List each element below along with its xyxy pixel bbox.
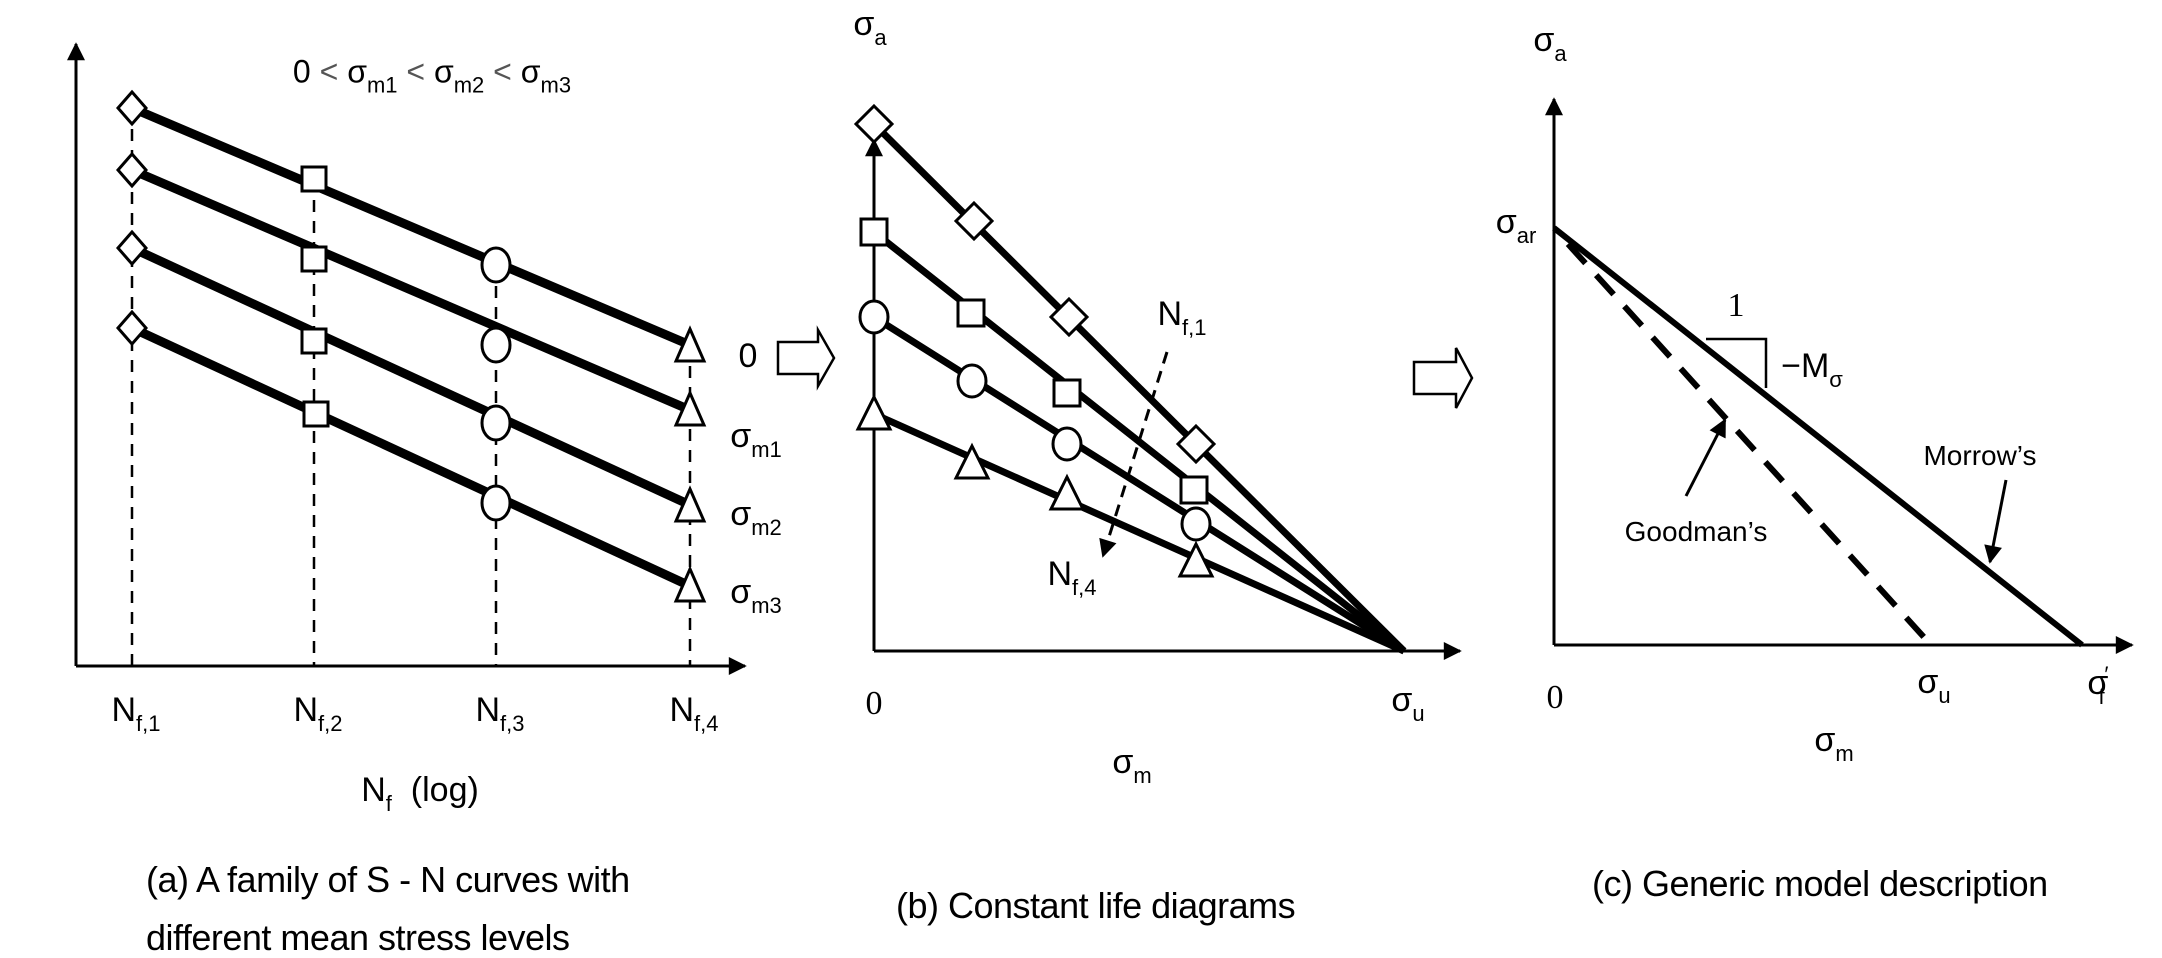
square-marker <box>859 217 889 247</box>
panel-c-origin: 0 <box>1546 679 1564 716</box>
triangle-marker <box>855 393 893 431</box>
diamond-marker <box>853 103 895 145</box>
panel-c-generic-model <box>1545 97 2134 654</box>
panel-b-caption: (b) Constant life diagrams <box>896 885 1296 926</box>
x-tick-nf1: Nf,1 <box>111 691 161 736</box>
diamond-marker <box>116 89 148 127</box>
morrow-line <box>1552 225 2084 648</box>
diamond-marker <box>116 229 148 267</box>
triangle-marker <box>673 389 707 427</box>
square-marker <box>1179 475 1209 505</box>
panel-c-x-label: σm <box>1814 721 1854 766</box>
square-marker <box>956 298 986 328</box>
goodman-line <box>1565 241 1934 648</box>
panel-b-origin: 0 <box>865 685 883 722</box>
diamond-marker <box>953 200 995 242</box>
panel-a-caption-line1: (a) A family of S - N curves with <box>146 859 630 900</box>
triangle-marker <box>673 485 707 523</box>
life-line-nf2 <box>871 229 1407 654</box>
sn-line-m2 <box>130 243 692 510</box>
square-marker <box>300 165 328 193</box>
panel-a-gridlines <box>130 108 692 666</box>
panel-a-sn-lines <box>130 103 692 591</box>
panel-c-y-label: σa <box>1533 21 1567 66</box>
square-marker <box>300 327 328 355</box>
goodman-callout-arrow <box>1684 418 1727 497</box>
square-marker <box>300 245 328 273</box>
morrow-label: Morrow’s <box>1923 440 2037 471</box>
morrow-end-label: σ′f <box>2087 662 2109 709</box>
x-tick-nf2: Nf,2 <box>293 691 343 736</box>
sn-line-m1 <box>130 165 692 415</box>
slope-triangle <box>1706 337 1768 388</box>
transition-arrow-b-to-c <box>1412 347 1474 409</box>
goodman-label: Goodman’s <box>1624 516 1768 547</box>
life-line-nf1 <box>871 121 1407 654</box>
series-label-m2: σm2 <box>730 495 782 540</box>
panel-b-x-label: σm <box>1112 743 1152 788</box>
slope-rise-label: −Mσ <box>1781 347 1843 392</box>
panel-b-constant-life <box>853 103 1462 660</box>
diamond-marker <box>1175 423 1217 465</box>
slope-run-label: 1 <box>1727 287 1745 324</box>
life-line-nf4 <box>872 410 1406 655</box>
morrow-callout-arrow <box>1984 479 2008 564</box>
panel-a-x-label: Nf (log) <box>361 771 479 816</box>
diamond-marker <box>116 309 148 347</box>
square-marker <box>302 400 330 428</box>
panel-a-sn-curves <box>67 42 747 675</box>
triangle-marker <box>1177 540 1215 578</box>
panel-b-x-end-label: σu <box>1391 681 1425 726</box>
circle-marker <box>480 326 512 364</box>
circle-marker <box>1180 506 1212 542</box>
series-label-m3: σm3 <box>730 573 782 618</box>
square-marker <box>1052 378 1082 408</box>
triangle-marker <box>953 442 991 480</box>
panel-a-title: 0 < σm1 < σm2 < σm3 <box>292 53 572 98</box>
diamond-marker <box>116 151 148 189</box>
circle-marker <box>480 484 512 522</box>
panel-c-caption: (c) Generic model description <box>1592 863 2048 904</box>
x-tick-nf4: Nf,4 <box>669 691 719 736</box>
circle-marker <box>480 246 512 284</box>
transition-arrow-a-to-b <box>776 325 836 391</box>
circle-marker <box>858 299 890 335</box>
panel-b-y-label: σa <box>853 5 887 50</box>
life-line-nf3 <box>872 314 1406 654</box>
goodman-end-label: σu <box>1917 663 1951 708</box>
panel-b-markers <box>853 103 1217 578</box>
x-tick-nf3: Nf,3 <box>475 691 525 736</box>
circle-marker <box>480 404 512 442</box>
triangle-marker <box>673 565 707 603</box>
sn-line-m3 <box>130 323 692 591</box>
life-direction-arrow <box>1099 351 1169 558</box>
series-label-0: 0 <box>738 337 758 375</box>
life-arrow-start-label: Nf,1 <box>1157 295 1207 340</box>
triangle-marker <box>673 325 707 363</box>
circle-marker <box>1051 426 1083 462</box>
panel-a-caption-line2: different mean stress levels <box>146 917 570 958</box>
life-arrow-end-label: Nf,4 <box>1047 555 1097 600</box>
panel-c-y-intercept-label: σar <box>1495 203 1537 248</box>
triangle-marker <box>1048 473 1086 511</box>
panel-b-life-lines <box>871 121 1407 655</box>
panel-a-markers <box>116 89 707 603</box>
series-label-m1: σm1 <box>730 417 782 462</box>
diamond-marker <box>1048 296 1090 338</box>
circle-marker <box>956 363 988 399</box>
sn-line-0 <box>130 103 692 350</box>
